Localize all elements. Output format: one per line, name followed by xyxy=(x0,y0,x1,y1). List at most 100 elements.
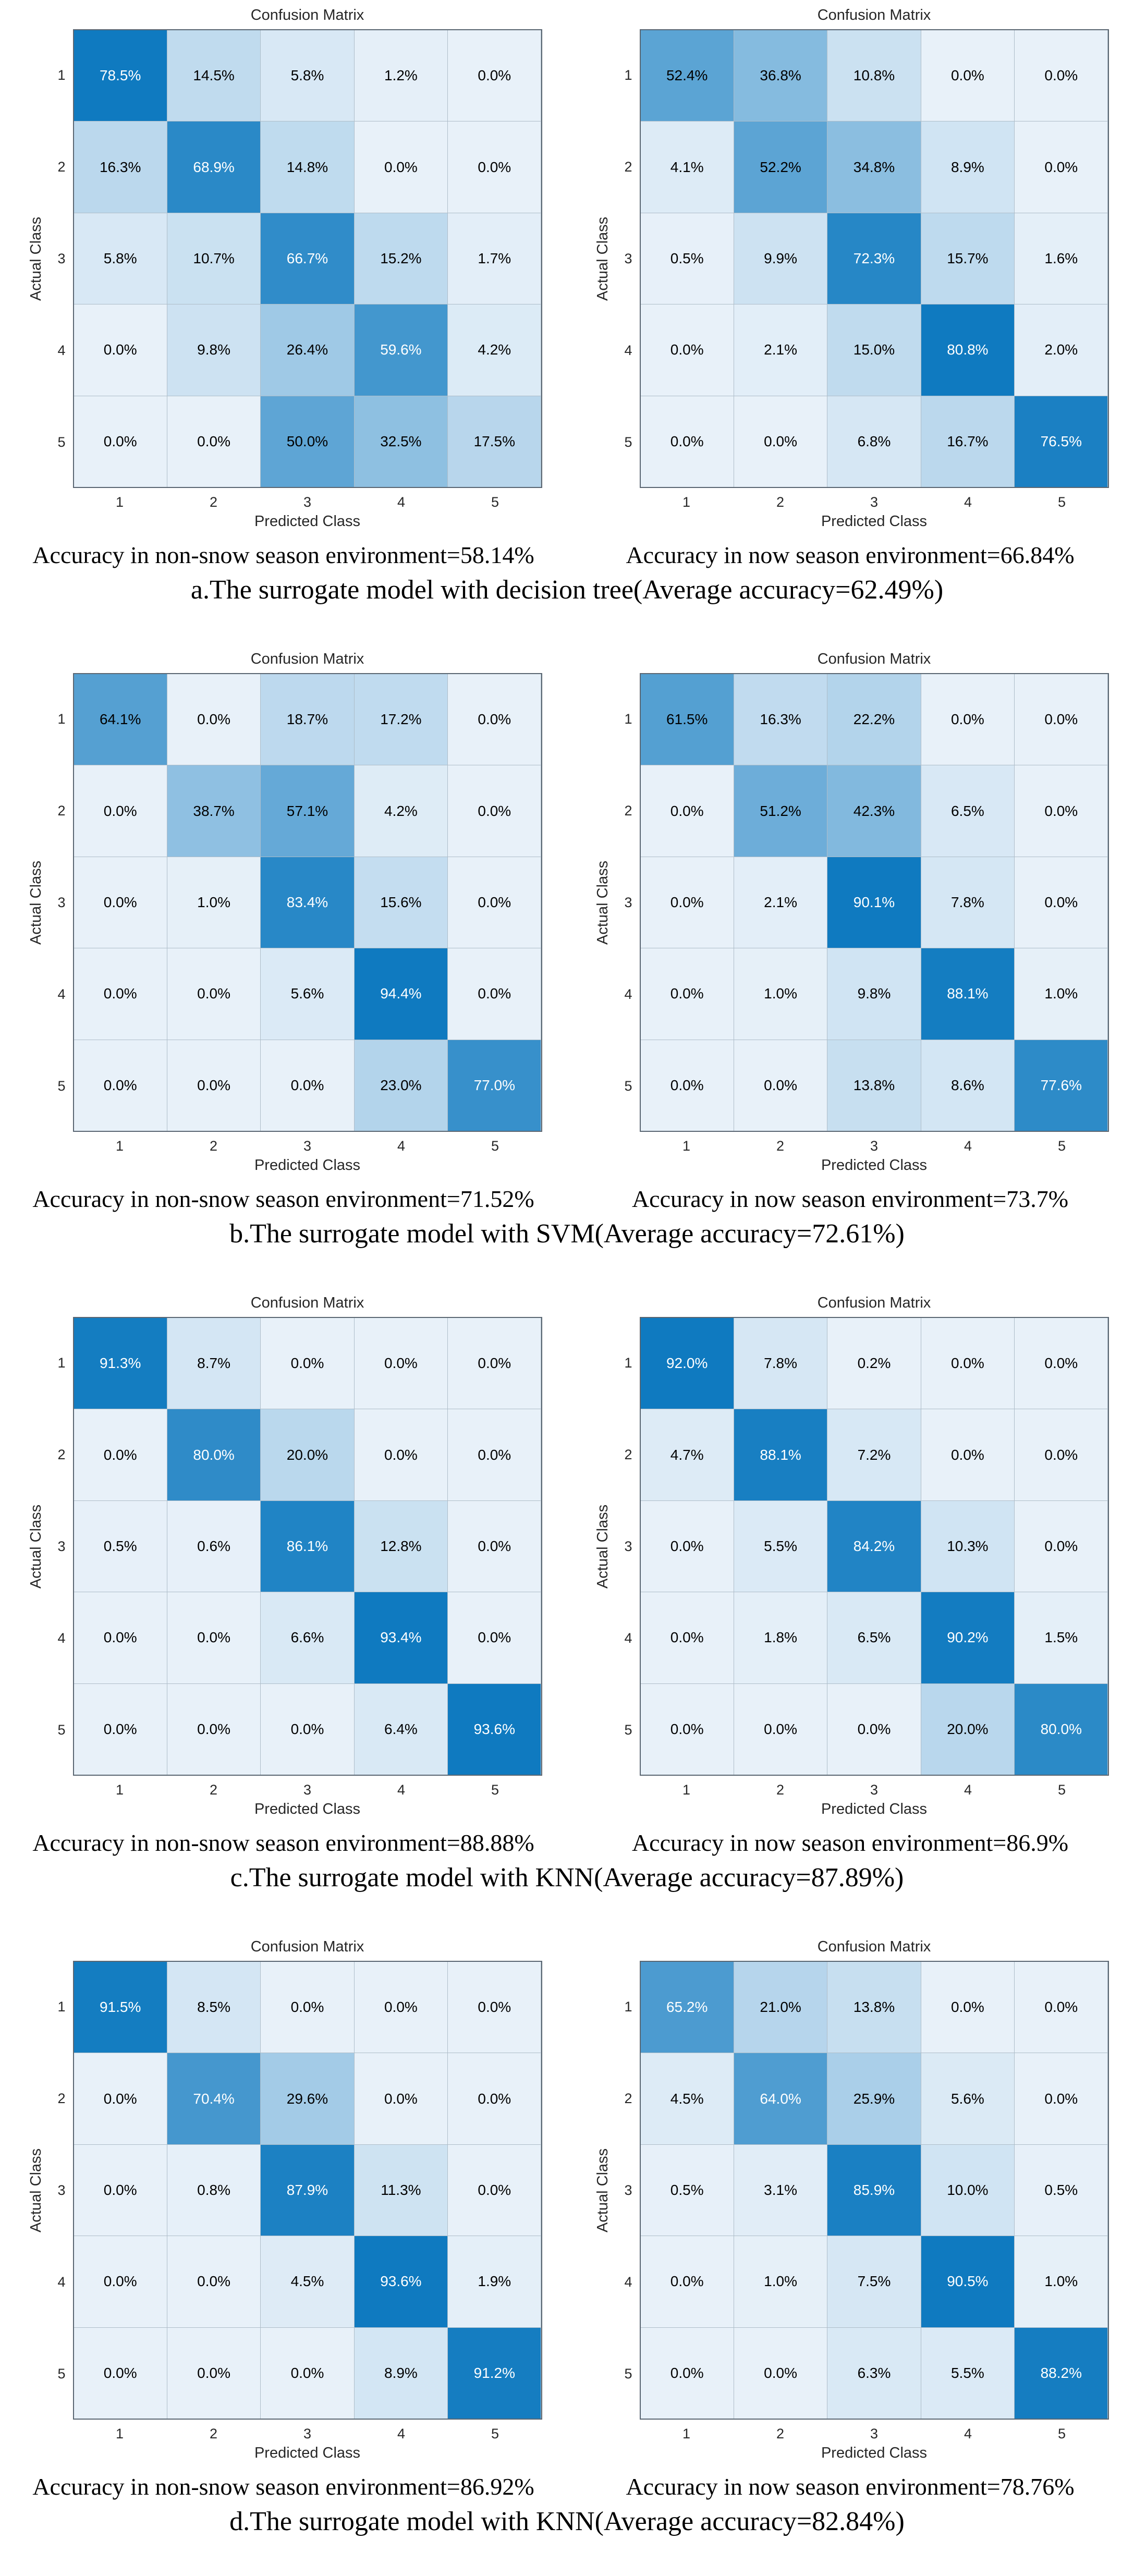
chart-column: Confusion Matrix Actual Class 1 2 3 4 5 91.3… xyxy=(0,1294,567,1858)
x-tick-label: 3 xyxy=(870,1782,879,1798)
y-tick-label: 5 xyxy=(624,2365,632,2382)
confusion-matrix-chart: Confusion Matrix Actual Class 1 2 3 4 5 78.5… xyxy=(25,6,542,570)
matrix-cell: 66.7% xyxy=(261,213,354,304)
y-tick-label: 1 xyxy=(624,1998,632,2015)
matrix-cell: 0.0% xyxy=(74,2144,167,2236)
accuracy-caption: Accuracy in non-snow season environment=… xyxy=(32,1829,534,1856)
matrix-cell: 10.8% xyxy=(827,30,921,121)
matrix-cell: 5.5% xyxy=(734,1500,827,1592)
matrix-cell: 6.5% xyxy=(827,1592,921,1683)
matrix-cell: 0.0% xyxy=(74,1592,167,1683)
matrix-cell: 16.3% xyxy=(74,121,167,213)
matrix-cell: 0.0% xyxy=(448,121,541,213)
matrix-cell: 0.0% xyxy=(354,121,448,213)
matrix-cell: 5.8% xyxy=(261,30,354,121)
x-axis-label: Predicted Class xyxy=(254,1801,361,1817)
section-caption: a.The surrogate model with decision tree… xyxy=(190,575,944,605)
confusion-matrix-chart: Confusion Matrix Actual Class 1 2 3 4 5 92.0… xyxy=(592,1294,1109,1858)
x-tick-label: 4 xyxy=(964,2426,972,2441)
accuracy-caption: Accuracy in now season environment=78.76… xyxy=(626,2473,1075,2500)
x-axis-ticks: 1 2 3 4 5 xyxy=(73,2420,542,2445)
y-tick-label: 5 xyxy=(624,1722,632,1738)
x-tick-label: 4 xyxy=(397,494,406,510)
matrix-cell: 0.0% xyxy=(921,674,1015,765)
matrix-cell: 0.0% xyxy=(261,1962,354,2053)
matrix-cell: 90.1% xyxy=(827,857,921,948)
y-tick-label: 2 xyxy=(57,802,66,819)
matrix-cell: 8.9% xyxy=(921,121,1015,213)
y-tick-label: 5 xyxy=(624,434,632,450)
matrix-grid: 61.5% 16.3% 22.2% 0.0% 0.0% 0.0% 51.2% 42.3% 6.5… xyxy=(639,673,1109,1132)
matrix-cell: 0.0% xyxy=(167,396,261,487)
x-tick-label: 1 xyxy=(682,1138,691,1154)
matrix-cell: 0.0% xyxy=(448,1409,541,1500)
matrix-cell: 0.0% xyxy=(640,765,734,857)
y-tick-label: 3 xyxy=(57,250,66,266)
x-tick-label: 3 xyxy=(303,494,312,510)
matrix-cell: 0.0% xyxy=(734,2327,827,2419)
matrix-cell: 32.5% xyxy=(354,396,448,487)
x-tick-label: 3 xyxy=(870,2426,879,2441)
x-axis-ticks: 1 2 3 4 5 xyxy=(73,1776,542,1801)
x-tick-label: 5 xyxy=(491,494,499,510)
matrix-cell: 0.0% xyxy=(74,396,167,487)
matrix-cell: 15.6% xyxy=(354,857,448,948)
accuracy-caption: Accuracy in now season environment=86.9% xyxy=(631,1829,1069,1856)
y-axis-ticks: 1 2 3 4 5 xyxy=(615,29,640,488)
x-axis-ticks: 1 2 3 4 5 xyxy=(73,1132,542,1157)
matrix-cell: 6.5% xyxy=(921,765,1015,857)
y-axis-label: Actual Class xyxy=(594,216,611,301)
confusion-matrix-chart: Confusion Matrix Actual Class 1 2 3 4 5 64.1… xyxy=(25,650,542,1214)
matrix-cell: 88.1% xyxy=(921,948,1015,1040)
x-tick-label: 2 xyxy=(209,494,218,510)
x-tick-label: 1 xyxy=(115,494,124,510)
model-section: Confusion Matrix Actual Class 1 2 3 4 5 78.5… xyxy=(0,0,1134,644)
matrix-cell: 16.3% xyxy=(734,674,827,765)
matrix-cell: 0.0% xyxy=(640,1040,734,1131)
matrix-cell: 78.5% xyxy=(74,30,167,121)
matrix-cell: 0.8% xyxy=(167,2144,261,2236)
chart-title: Confusion Matrix xyxy=(250,1295,364,1311)
accuracy-caption: Accuracy in now season environment=73.7% xyxy=(631,1186,1069,1212)
matrix-cell: 16.7% xyxy=(921,396,1015,487)
matrix-cell: 1.6% xyxy=(1015,213,1108,304)
matrix-cell: 64.0% xyxy=(734,2053,827,2144)
y-tick-label: 3 xyxy=(57,2182,66,2198)
chart-column: Confusion Matrix Actual Class 1 2 3 4 5 91.5… xyxy=(0,1938,567,2502)
matrix-cell: 0.0% xyxy=(734,1683,827,1775)
matrix-cell: 5.5% xyxy=(921,2327,1015,2419)
matrix-cell: 0.0% xyxy=(261,2327,354,2419)
matrix-cell: 15.2% xyxy=(354,213,448,304)
matrix-cell: 93.6% xyxy=(448,1683,541,1775)
matrix-cell: 0.0% xyxy=(640,2236,734,2327)
x-tick-label: 4 xyxy=(397,1138,406,1154)
y-axis-ticks: 1 2 3 4 5 xyxy=(48,1961,73,2420)
matrix-cell: 0.0% xyxy=(640,396,734,487)
chart-title: Confusion Matrix xyxy=(817,1295,931,1311)
matrix-cell: 0.5% xyxy=(640,213,734,304)
matrix-cell: 7.8% xyxy=(734,1318,827,1409)
matrix-cell: 20.0% xyxy=(261,1409,354,1500)
matrix-cell: 91.2% xyxy=(448,2327,541,2419)
matrix-cell: 0.5% xyxy=(74,1500,167,1592)
matrix-cell: 0.0% xyxy=(74,857,167,948)
y-tick-label: 5 xyxy=(624,1078,632,1094)
charts-row: Confusion Matrix Actual Class 1 2 3 4 5 91.5… xyxy=(0,1938,1134,2502)
matrix-cell: 0.0% xyxy=(167,1040,261,1131)
matrix-cell: 0.5% xyxy=(1015,2144,1108,2236)
matrix-cell: 94.4% xyxy=(354,948,448,1040)
matrix-cell: 7.5% xyxy=(827,2236,921,2327)
matrix-cell: 0.0% xyxy=(1015,857,1108,948)
matrix-cell: 0.0% xyxy=(921,1409,1015,1500)
matrix-cell: 90.2% xyxy=(921,1592,1015,1683)
section-caption: d.The surrogate model with KNN(Average a… xyxy=(229,2507,905,2536)
matrix-cell: 0.0% xyxy=(261,1318,354,1409)
matrix-cell: 0.0% xyxy=(448,30,541,121)
x-tick-label: 2 xyxy=(209,1782,218,1798)
x-tick-label: 4 xyxy=(964,1138,972,1154)
matrix-cell: 0.0% xyxy=(74,1040,167,1131)
matrix-cell: 80.0% xyxy=(167,1409,261,1500)
matrix-cell: 0.0% xyxy=(448,1318,541,1409)
matrix-cell: 0.0% xyxy=(734,396,827,487)
matrix-cell: 34.8% xyxy=(827,121,921,213)
